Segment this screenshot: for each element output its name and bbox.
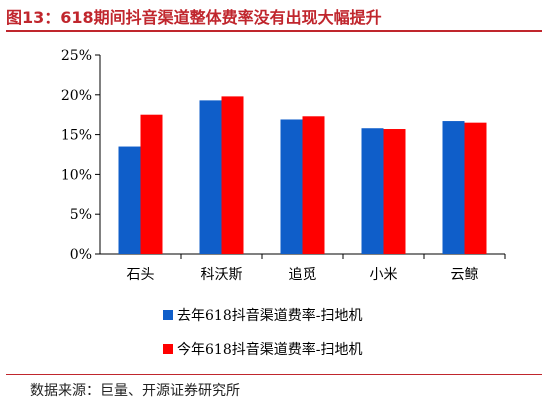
x-tick-label: 小米 <box>370 267 398 283</box>
bar-series-1 <box>199 100 222 254</box>
y-tick-label: 0% <box>70 247 92 263</box>
legend-swatch-series-1 <box>163 310 173 320</box>
source-note: 数据来源：巨量、开源证券研究所 <box>30 383 240 399</box>
bar-series-2 <box>383 129 406 254</box>
legend-item-series-2: 今年618抖音渠道费率-扫地机 <box>163 339 362 359</box>
bar-series-1 <box>442 121 465 255</box>
bar-series-2 <box>302 116 325 255</box>
bar-series-2 <box>140 114 163 254</box>
bar-series-2 <box>221 96 244 254</box>
y-tick-label: 5% <box>70 207 92 223</box>
x-tick-label: 云鲸 <box>451 267 479 283</box>
x-tick-label: 石头 <box>127 267 155 283</box>
y-tick-label: 15% <box>61 128 92 144</box>
legend-swatch-series-2 <box>163 344 173 354</box>
legend: 去年618抖音渠道费率-扫地机 今年618抖音渠道费率-扫地机 <box>163 305 362 373</box>
y-tick-label: 25% <box>61 48 92 64</box>
x-tick-label: 科沃斯 <box>201 267 243 283</box>
y-tick-label: 10% <box>61 167 92 183</box>
bar-series-1 <box>280 119 303 254</box>
source-divider <box>6 374 542 375</box>
bar-series-1 <box>118 146 141 254</box>
legend-label-series-2: 今年618抖音渠道费率-扫地机 <box>177 342 363 358</box>
y-tick-label: 20% <box>61 88 92 104</box>
legend-item-series-1: 去年618抖音渠道费率-扫地机 <box>163 305 362 325</box>
title-underline <box>6 30 542 32</box>
x-tick-label: 追觅 <box>289 267 317 283</box>
figure-title: 图13：618期间抖音渠道整体费率没有出现大幅提升 <box>6 8 382 27</box>
bar-series-2 <box>464 122 487 254</box>
bar-series-1 <box>361 128 384 254</box>
bar-chart: 0% 5% 10% 15% 20% 25% 石头 科沃斯 追觅 小米 云鲸 <box>61 48 506 283</box>
legend-label-series-1: 去年618抖音渠道费率-扫地机 <box>177 308 363 324</box>
